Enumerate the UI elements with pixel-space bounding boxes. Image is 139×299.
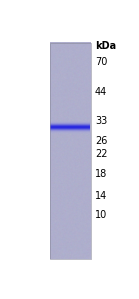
Text: 14: 14 <box>95 191 107 201</box>
Text: 26: 26 <box>95 136 107 146</box>
Text: 44: 44 <box>95 87 107 97</box>
Bar <box>50 43 91 259</box>
Text: 18: 18 <box>95 169 107 179</box>
Text: kDa: kDa <box>95 41 116 51</box>
Text: 10: 10 <box>95 210 107 220</box>
Text: 22: 22 <box>95 150 107 159</box>
Text: 70: 70 <box>95 57 107 67</box>
Text: 33: 33 <box>95 116 107 126</box>
